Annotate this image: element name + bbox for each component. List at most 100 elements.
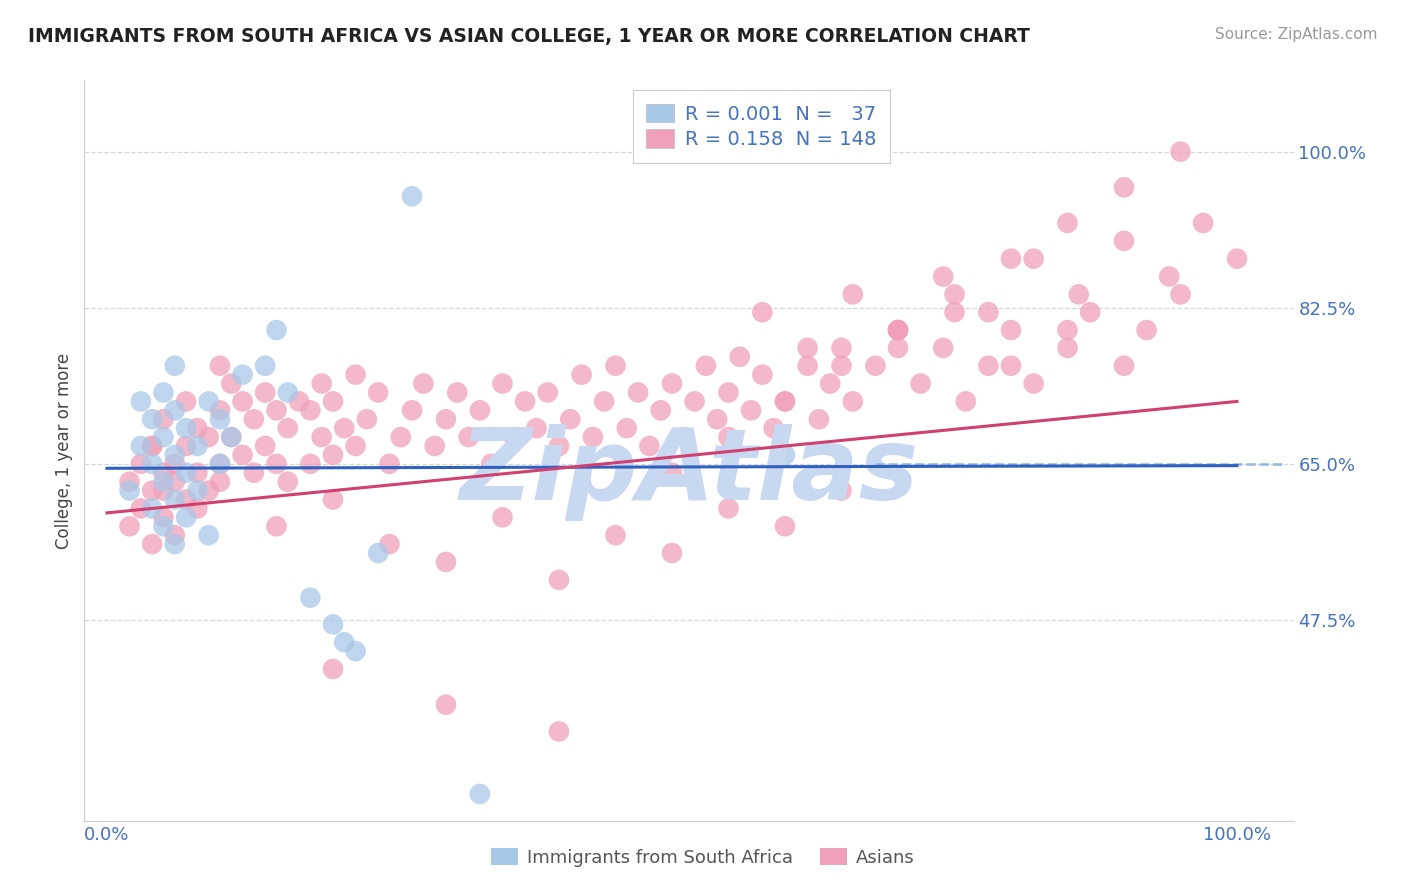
Point bbox=[401, 403, 423, 417]
Point bbox=[118, 483, 141, 498]
Point bbox=[887, 323, 910, 337]
Point bbox=[163, 448, 186, 462]
Point bbox=[842, 287, 865, 301]
Point bbox=[152, 519, 174, 533]
Text: ZipAtlas: ZipAtlas bbox=[460, 425, 918, 521]
Point bbox=[344, 439, 367, 453]
Point bbox=[277, 385, 299, 400]
Point bbox=[548, 724, 571, 739]
Point bbox=[548, 439, 571, 453]
Point bbox=[243, 466, 266, 480]
Point bbox=[186, 439, 208, 453]
Point bbox=[141, 501, 163, 516]
Point bbox=[457, 430, 479, 444]
Point bbox=[174, 439, 197, 453]
Point bbox=[186, 483, 208, 498]
Point bbox=[865, 359, 887, 373]
Point bbox=[751, 368, 773, 382]
Point bbox=[299, 457, 322, 471]
Point bbox=[129, 439, 152, 453]
Point bbox=[141, 457, 163, 471]
Point bbox=[796, 359, 818, 373]
Point bbox=[831, 341, 853, 355]
Point bbox=[1056, 216, 1078, 230]
Point bbox=[1170, 145, 1192, 159]
Point bbox=[322, 448, 344, 462]
Point bbox=[773, 519, 796, 533]
Point bbox=[254, 385, 277, 400]
Point bbox=[163, 403, 186, 417]
Point bbox=[1136, 323, 1159, 337]
Point bbox=[627, 385, 650, 400]
Point bbox=[412, 376, 434, 391]
Point bbox=[1000, 323, 1022, 337]
Point bbox=[434, 412, 457, 426]
Point bbox=[831, 359, 853, 373]
Point bbox=[910, 376, 932, 391]
Point bbox=[232, 394, 254, 409]
Point bbox=[717, 501, 740, 516]
Point bbox=[197, 483, 219, 498]
Point bbox=[796, 341, 818, 355]
Point bbox=[571, 368, 593, 382]
Point bbox=[174, 510, 197, 524]
Point bbox=[186, 421, 208, 435]
Point bbox=[605, 528, 627, 542]
Point bbox=[378, 537, 401, 551]
Point bbox=[513, 394, 536, 409]
Point bbox=[831, 483, 853, 498]
Point bbox=[254, 359, 277, 373]
Point bbox=[118, 519, 141, 533]
Point bbox=[219, 430, 242, 444]
Point bbox=[1056, 341, 1078, 355]
Point bbox=[1112, 234, 1135, 248]
Point bbox=[977, 305, 1000, 319]
Point bbox=[322, 394, 344, 409]
Point bbox=[163, 475, 186, 489]
Point bbox=[524, 421, 547, 435]
Point bbox=[728, 350, 751, 364]
Point bbox=[491, 510, 513, 524]
Legend: R = 0.001  N =   37, R = 0.158  N = 148: R = 0.001 N = 37, R = 0.158 N = 148 bbox=[633, 90, 890, 163]
Point bbox=[118, 475, 141, 489]
Point bbox=[661, 546, 683, 560]
Point bbox=[311, 430, 333, 444]
Point bbox=[807, 412, 830, 426]
Point bbox=[434, 555, 457, 569]
Point bbox=[1067, 287, 1090, 301]
Point bbox=[129, 394, 152, 409]
Point bbox=[672, 430, 695, 444]
Point bbox=[152, 430, 174, 444]
Point bbox=[322, 492, 344, 507]
Point bbox=[356, 412, 378, 426]
Point bbox=[288, 394, 311, 409]
Point bbox=[423, 439, 446, 453]
Point bbox=[616, 421, 638, 435]
Point bbox=[605, 359, 627, 373]
Point bbox=[163, 457, 186, 471]
Point bbox=[266, 323, 288, 337]
Point bbox=[389, 430, 412, 444]
Point bbox=[468, 403, 491, 417]
Point bbox=[208, 457, 231, 471]
Point bbox=[537, 385, 560, 400]
Point bbox=[955, 394, 977, 409]
Point bbox=[593, 394, 616, 409]
Point bbox=[548, 573, 571, 587]
Point bbox=[661, 466, 683, 480]
Point bbox=[208, 475, 231, 489]
Point bbox=[977, 359, 1000, 373]
Point bbox=[818, 376, 841, 391]
Point bbox=[163, 359, 186, 373]
Point bbox=[266, 457, 288, 471]
Point bbox=[344, 644, 367, 658]
Point bbox=[174, 421, 197, 435]
Point bbox=[560, 412, 582, 426]
Point bbox=[773, 448, 796, 462]
Point bbox=[186, 501, 208, 516]
Point bbox=[932, 341, 955, 355]
Point bbox=[434, 698, 457, 712]
Point bbox=[129, 457, 152, 471]
Point bbox=[582, 430, 605, 444]
Point bbox=[1056, 323, 1078, 337]
